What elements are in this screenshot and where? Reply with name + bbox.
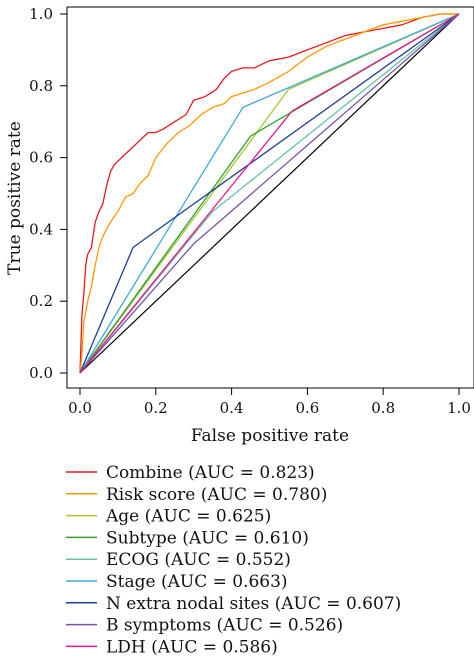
series-line-1	[79, 13, 459, 374]
x-tick-label: 0.6	[295, 399, 319, 417]
legend-label-7: N extra nodal sites (AUC = 0.607)	[106, 594, 401, 614]
x-axis-title: False positive rate	[191, 426, 349, 446]
y-axis-title: True positive rate	[5, 121, 25, 275]
series-line-6	[79, 13, 460, 374]
x-tick-label: 0.4	[220, 399, 244, 417]
series-line-9	[79, 13, 460, 374]
x-tick-label: 0.0	[68, 399, 92, 417]
reference-diagonal	[79, 13, 460, 374]
y-axis: 0.0 0.2 0.4 0.6 0.8 1.0	[29, 5, 67, 382]
legend-label-8: B symptoms (AUC = 0.526)	[106, 616, 343, 636]
legend-label-9: LDH (AUC = 0.586)	[106, 637, 278, 657]
legend-label-1: Combine (AUC = 0.823)	[106, 463, 315, 483]
x-tick-label: 0.2	[144, 399, 168, 417]
legend-label-4: Subtype (AUC = 0.610)	[106, 528, 309, 548]
series-lines	[79, 13, 460, 374]
legend-label-6: Stage (AUC = 0.663)	[106, 572, 288, 592]
y-tick-label: 0.0	[29, 364, 53, 382]
y-tick-label: 0.4	[29, 220, 53, 238]
x-tick-label: 1.0	[447, 399, 471, 417]
y-tick-label: 1.0	[29, 5, 53, 23]
series-line-7	[79, 13, 460, 374]
legend: Combine (AUC = 0.823)Risk score (AUC = 0…	[66, 463, 401, 657]
legend-label-5: ECOG (AUC = 0.552)	[106, 550, 291, 570]
y-tick-label: 0.2	[29, 292, 53, 310]
x-tick-label: 0.8	[371, 399, 395, 417]
series-line-8	[79, 13, 460, 374]
y-tick-label: 0.6	[29, 149, 53, 167]
plot-frame	[66, 6, 474, 389]
x-axis: 0.0 0.2 0.4 0.6 0.8 1.0	[68, 388, 471, 417]
legend-label-3: Age (AUC = 0.625)	[105, 507, 271, 527]
legend-label-2: Risk score (AUC = 0.780)	[106, 485, 327, 505]
series-line-2	[79, 13, 459, 374]
y-tick-label: 0.8	[29, 77, 53, 95]
